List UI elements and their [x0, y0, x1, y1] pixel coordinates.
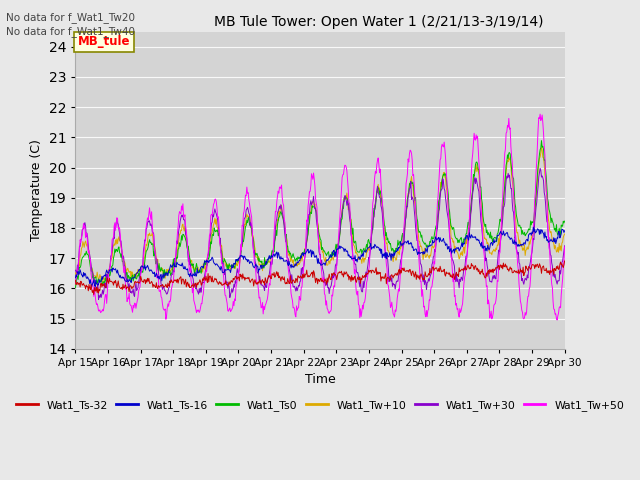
Legend: Wat1_Ts-32, Wat1_Ts-16, Wat1_Ts0, Wat1_Tw+10, Wat1_Tw+30, Wat1_Tw+50: Wat1_Ts-32, Wat1_Ts-16, Wat1_Ts0, Wat1_T… [12, 396, 628, 415]
Text: MB_tule: MB_tule [78, 35, 131, 48]
Text: No data for f_Wat1_Tw20: No data for f_Wat1_Tw20 [6, 12, 136, 23]
Text: No data for f_Wat1_Tw40: No data for f_Wat1_Tw40 [6, 26, 136, 37]
Y-axis label: Temperature (C): Temperature (C) [30, 139, 43, 241]
X-axis label: Time: Time [305, 373, 335, 386]
Title: MB Tule Tower: Open Water 1 (2/21/13-3/19/14): MB Tule Tower: Open Water 1 (2/21/13-3/1… [214, 15, 543, 29]
